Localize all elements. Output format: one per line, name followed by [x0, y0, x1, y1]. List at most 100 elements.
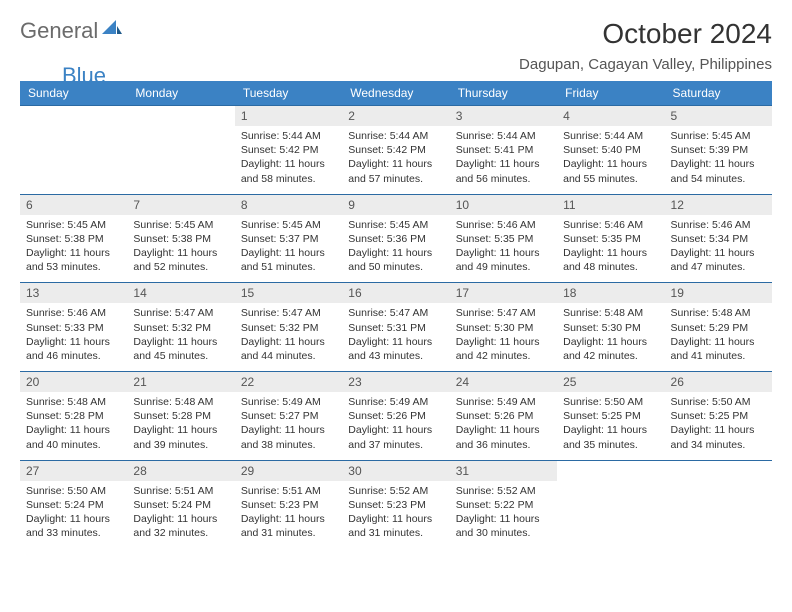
calendar-day-cell: 18Sunrise: 5:48 AMSunset: 5:30 PMDayligh… [557, 283, 664, 372]
calendar-day-cell: 1Sunrise: 5:44 AMSunset: 5:42 PMDaylight… [235, 106, 342, 195]
day-number: 15 [235, 283, 342, 303]
day-number: 29 [235, 461, 342, 481]
calendar-day-cell: 2Sunrise: 5:44 AMSunset: 5:42 PMDaylight… [342, 106, 449, 195]
day-number: 10 [450, 195, 557, 215]
day-detail-text: Sunrise: 5:50 AMSunset: 5:24 PMDaylight:… [20, 481, 127, 549]
day-detail-text: Sunrise: 5:47 AMSunset: 5:31 PMDaylight:… [342, 303, 449, 371]
day-detail-text: Sunrise: 5:47 AMSunset: 5:32 PMDaylight:… [127, 303, 234, 371]
day-detail-text: Sunrise: 5:49 AMSunset: 5:26 PMDaylight:… [450, 392, 557, 460]
day-detail-text: Sunrise: 5:51 AMSunset: 5:23 PMDaylight:… [235, 481, 342, 549]
day-detail-text: Sunrise: 5:46 AMSunset: 5:34 PMDaylight:… [665, 215, 772, 283]
day-number: 2 [342, 106, 449, 126]
calendar-body: 1Sunrise: 5:44 AMSunset: 5:42 PMDaylight… [20, 106, 772, 549]
day-number: 14 [127, 283, 234, 303]
calendar-day-cell: 22Sunrise: 5:49 AMSunset: 5:27 PMDayligh… [235, 372, 342, 461]
calendar-day-cell: 31Sunrise: 5:52 AMSunset: 5:22 PMDayligh… [450, 460, 557, 548]
day-number: 9 [342, 195, 449, 215]
day-detail-text: Sunrise: 5:48 AMSunset: 5:29 PMDaylight:… [665, 303, 772, 371]
logo-word-general: General [20, 18, 98, 44]
day-detail-text: Sunrise: 5:44 AMSunset: 5:42 PMDaylight:… [342, 126, 449, 194]
day-number: 27 [20, 461, 127, 481]
calendar-day-cell: 14Sunrise: 5:47 AMSunset: 5:32 PMDayligh… [127, 283, 234, 372]
day-number: 7 [127, 195, 234, 215]
day-detail-text: Sunrise: 5:46 AMSunset: 5:33 PMDaylight:… [20, 303, 127, 371]
day-number: 16 [342, 283, 449, 303]
weekday-header: Thursday [450, 81, 557, 106]
weekday-header: Saturday [665, 81, 772, 106]
day-number: 12 [665, 195, 772, 215]
title-block: October 2024 Dagupan, Cagayan Valley, Ph… [519, 18, 772, 73]
logo-word-blue: Blue [62, 63, 106, 89]
logo-sail-icon [102, 20, 122, 43]
day-detail-text: Sunrise: 5:52 AMSunset: 5:22 PMDaylight:… [450, 481, 557, 549]
calendar-day-cell: 7Sunrise: 5:45 AMSunset: 5:38 PMDaylight… [127, 194, 234, 283]
weekday-header-row: SundayMondayTuesdayWednesdayThursdayFrid… [20, 81, 772, 106]
day-detail-text: Sunrise: 5:49 AMSunset: 5:27 PMDaylight:… [235, 392, 342, 460]
calendar-day-cell: 8Sunrise: 5:45 AMSunset: 5:37 PMDaylight… [235, 194, 342, 283]
weekday-header: Monday [127, 81, 234, 106]
day-number: 18 [557, 283, 664, 303]
calendar-day-cell: 6Sunrise: 5:45 AMSunset: 5:38 PMDaylight… [20, 194, 127, 283]
day-number: 30 [342, 461, 449, 481]
calendar-day-cell: 10Sunrise: 5:46 AMSunset: 5:35 PMDayligh… [450, 194, 557, 283]
day-detail-text: Sunrise: 5:48 AMSunset: 5:28 PMDaylight:… [127, 392, 234, 460]
calendar-week-row: 1Sunrise: 5:44 AMSunset: 5:42 PMDaylight… [20, 106, 772, 195]
calendar-day-cell: 9Sunrise: 5:45 AMSunset: 5:36 PMDaylight… [342, 194, 449, 283]
day-detail-text: Sunrise: 5:45 AMSunset: 5:38 PMDaylight:… [20, 215, 127, 283]
calendar-day-cell: 13Sunrise: 5:46 AMSunset: 5:33 PMDayligh… [20, 283, 127, 372]
day-number: 1 [235, 106, 342, 126]
day-number: 19 [665, 283, 772, 303]
calendar-empty-cell [20, 106, 127, 195]
calendar-table: SundayMondayTuesdayWednesdayThursdayFrid… [20, 81, 772, 548]
day-detail-text: Sunrise: 5:45 AMSunset: 5:36 PMDaylight:… [342, 215, 449, 283]
day-detail-text: Sunrise: 5:44 AMSunset: 5:41 PMDaylight:… [450, 126, 557, 194]
day-detail-text: Sunrise: 5:46 AMSunset: 5:35 PMDaylight:… [557, 215, 664, 283]
day-number: 20 [20, 372, 127, 392]
calendar-empty-cell [665, 460, 772, 548]
calendar-day-cell: 4Sunrise: 5:44 AMSunset: 5:40 PMDaylight… [557, 106, 664, 195]
calendar-day-cell: 23Sunrise: 5:49 AMSunset: 5:26 PMDayligh… [342, 372, 449, 461]
calendar-day-cell: 26Sunrise: 5:50 AMSunset: 5:25 PMDayligh… [665, 372, 772, 461]
day-number: 22 [235, 372, 342, 392]
calendar-week-row: 13Sunrise: 5:46 AMSunset: 5:33 PMDayligh… [20, 283, 772, 372]
day-number: 8 [235, 195, 342, 215]
day-number: 24 [450, 372, 557, 392]
calendar-empty-cell [557, 460, 664, 548]
calendar-week-row: 6Sunrise: 5:45 AMSunset: 5:38 PMDaylight… [20, 194, 772, 283]
day-number: 25 [557, 372, 664, 392]
weekday-header: Tuesday [235, 81, 342, 106]
calendar-week-row: 20Sunrise: 5:48 AMSunset: 5:28 PMDayligh… [20, 372, 772, 461]
day-number: 5 [665, 106, 772, 126]
calendar-empty-cell [127, 106, 234, 195]
day-detail-text: Sunrise: 5:50 AMSunset: 5:25 PMDaylight:… [557, 392, 664, 460]
calendar-day-cell: 19Sunrise: 5:48 AMSunset: 5:29 PMDayligh… [665, 283, 772, 372]
calendar-day-cell: 3Sunrise: 5:44 AMSunset: 5:41 PMDaylight… [450, 106, 557, 195]
calendar-week-row: 27Sunrise: 5:50 AMSunset: 5:24 PMDayligh… [20, 460, 772, 548]
day-number: 11 [557, 195, 664, 215]
calendar-day-cell: 17Sunrise: 5:47 AMSunset: 5:30 PMDayligh… [450, 283, 557, 372]
day-detail-text: Sunrise: 5:49 AMSunset: 5:26 PMDaylight:… [342, 392, 449, 460]
day-detail-text: Sunrise: 5:44 AMSunset: 5:42 PMDaylight:… [235, 126, 342, 194]
calendar-day-cell: 30Sunrise: 5:52 AMSunset: 5:23 PMDayligh… [342, 460, 449, 548]
calendar-day-cell: 12Sunrise: 5:46 AMSunset: 5:34 PMDayligh… [665, 194, 772, 283]
day-number: 6 [20, 195, 127, 215]
day-number: 4 [557, 106, 664, 126]
day-detail-text: Sunrise: 5:47 AMSunset: 5:32 PMDaylight:… [235, 303, 342, 371]
weekday-header: Wednesday [342, 81, 449, 106]
day-detail-text: Sunrise: 5:45 AMSunset: 5:37 PMDaylight:… [235, 215, 342, 283]
day-number: 21 [127, 372, 234, 392]
logo: General [20, 18, 124, 44]
calendar-day-cell: 20Sunrise: 5:48 AMSunset: 5:28 PMDayligh… [20, 372, 127, 461]
calendar-day-cell: 5Sunrise: 5:45 AMSunset: 5:39 PMDaylight… [665, 106, 772, 195]
calendar-day-cell: 27Sunrise: 5:50 AMSunset: 5:24 PMDayligh… [20, 460, 127, 548]
month-title: October 2024 [519, 18, 772, 50]
day-detail-text: Sunrise: 5:44 AMSunset: 5:40 PMDaylight:… [557, 126, 664, 194]
day-detail-text: Sunrise: 5:46 AMSunset: 5:35 PMDaylight:… [450, 215, 557, 283]
header: General October 2024 Dagupan, Cagayan Va… [20, 18, 772, 73]
location-subtitle: Dagupan, Cagayan Valley, Philippines [519, 56, 772, 73]
day-detail-text: Sunrise: 5:52 AMSunset: 5:23 PMDaylight:… [342, 481, 449, 549]
day-detail-text: Sunrise: 5:50 AMSunset: 5:25 PMDaylight:… [665, 392, 772, 460]
calendar-day-cell: 29Sunrise: 5:51 AMSunset: 5:23 PMDayligh… [235, 460, 342, 548]
day-detail-text: Sunrise: 5:47 AMSunset: 5:30 PMDaylight:… [450, 303, 557, 371]
day-number: 3 [450, 106, 557, 126]
